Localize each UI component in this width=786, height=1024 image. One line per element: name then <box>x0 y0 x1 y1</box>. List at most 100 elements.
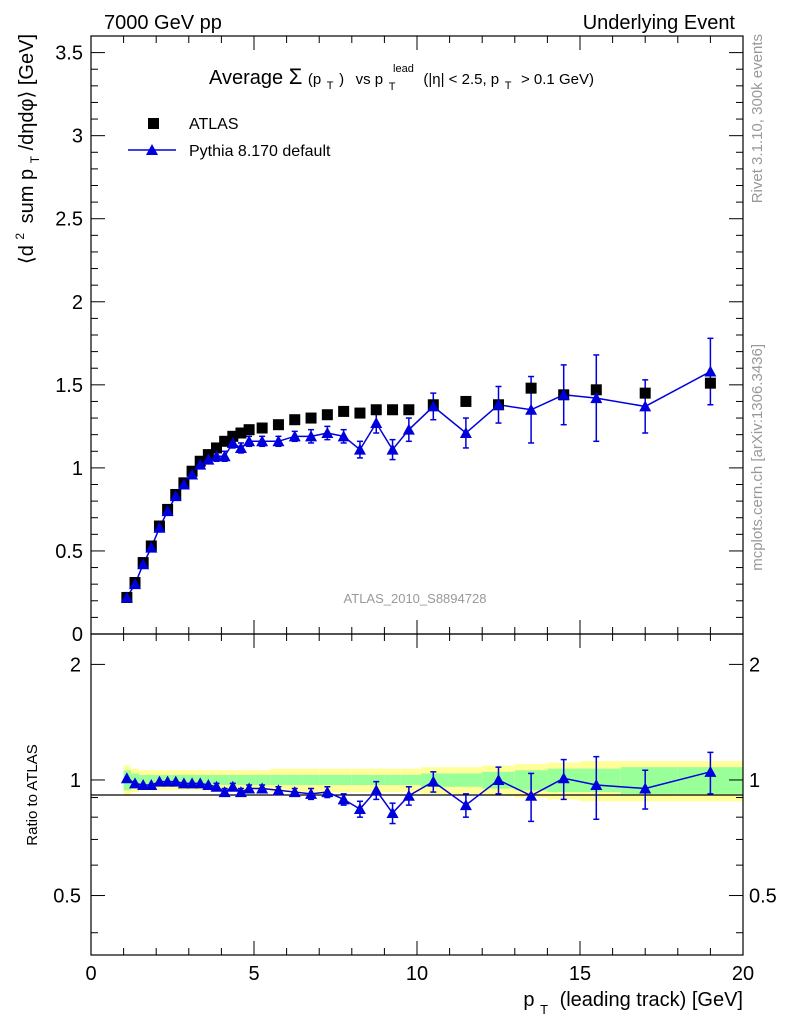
ratio-point <box>305 787 318 799</box>
y-tick-label: 0.5 <box>55 541 83 563</box>
ratio-point <box>321 786 334 798</box>
ratio-point <box>161 775 174 787</box>
ratio-point <box>218 786 231 798</box>
legend-atlas-marker <box>148 118 159 129</box>
plot-title-vs-sup: lead <box>393 63 414 75</box>
header-left: 7000 GeV pp <box>104 12 222 34</box>
atlas-point <box>354 407 366 419</box>
ratio-point <box>145 779 158 791</box>
x-axis-label: p T (leading track) [GeV] <box>523 989 743 1019</box>
ratio-point <box>402 789 415 801</box>
side-text-top: Rivet 3.1.10, 300k events <box>749 34 766 203</box>
ratio-point <box>169 775 182 787</box>
ratio-band-inner <box>228 775 237 786</box>
pythia-point <box>177 478 190 490</box>
y-axis-label: ⟨d 2 sum p T /dηdφ⟩ [GeV] <box>7 34 44 264</box>
x-tick-label: 5 <box>248 963 259 985</box>
pythia-point <box>704 365 717 377</box>
ratio-line <box>126 771 711 815</box>
ratio-band-inner <box>449 773 483 787</box>
x-axis-label-sub: T <box>540 1002 548 1017</box>
pythia-point <box>161 505 174 517</box>
atlas-point <box>289 414 301 426</box>
atlas-point <box>227 430 239 442</box>
ratio-point <box>186 777 199 789</box>
ratio-point <box>234 786 247 798</box>
x-tick-label: 0 <box>85 963 96 985</box>
atlas-point <box>338 405 350 417</box>
y-tick-label: 2 <box>72 292 83 314</box>
pythia-point <box>590 392 603 404</box>
ratio-band-inner <box>212 775 221 786</box>
ratio-band-inner <box>335 775 352 786</box>
pythia-line <box>126 370 711 598</box>
ratio-y-tick-label-right: 0.5 <box>749 886 777 908</box>
x-tick-label: 10 <box>406 963 428 985</box>
pythia-point <box>234 441 247 453</box>
pythia-point <box>145 541 158 553</box>
ratio-data <box>120 751 717 825</box>
pythia-point <box>218 450 231 462</box>
ratio-point <box>557 772 570 784</box>
ratio-band-inner <box>255 775 271 786</box>
ratio-y-tick-label-right: 2 <box>749 654 760 676</box>
ratio-panel: 0 5 10 15 20 0.5 1 2 0.5 1 2 <box>53 633 777 985</box>
plot-title-sigma-open: (p <box>308 71 321 88</box>
ratio-band-inner <box>620 767 678 794</box>
pythia-point <box>272 435 285 447</box>
ratio-point <box>459 799 472 811</box>
atlas-point <box>525 382 537 394</box>
pythia-point <box>525 403 538 415</box>
side-text-bottom: mcplots.cern.ch [arXiv:1306.3436] <box>749 344 766 571</box>
atlas-point <box>256 422 268 434</box>
pythia-point <box>243 435 256 447</box>
ratio-band-inner <box>384 775 401 786</box>
pythia-point <box>186 468 199 480</box>
ratio-band-inner <box>351 775 369 786</box>
header-right: Underlying Event <box>583 12 736 34</box>
y-axis-label-sub: T <box>28 155 42 163</box>
pythia-point <box>226 436 239 448</box>
ratio-point <box>370 784 383 796</box>
x-tick-label: 15 <box>569 963 591 985</box>
pythia-point <box>129 578 142 590</box>
ratio-band-inner <box>220 775 229 786</box>
ratio-point <box>272 784 285 796</box>
atlas-point <box>387 404 399 416</box>
y-axis-label-sup: 2 <box>13 233 27 240</box>
pythia-point <box>459 427 472 439</box>
pythia-point <box>137 558 150 570</box>
plot-title-sigma-close: ) <box>339 71 344 88</box>
atlas-point <box>272 419 284 431</box>
ratio-point <box>386 807 399 819</box>
legend: ATLAS Pythia 8.170 default <box>128 116 331 160</box>
x-axis-label-p: p <box>523 989 534 1011</box>
ratio-band-inner <box>302 775 320 786</box>
pythia-point <box>194 458 207 470</box>
y-axis-label-mid: sum p <box>16 169 38 223</box>
x-axis-label-rest: (leading track) [GeV] <box>560 989 743 1011</box>
ratio-band-inner <box>236 775 246 786</box>
atlas-point <box>305 412 317 424</box>
atlas-point <box>590 384 602 396</box>
pythia-point <box>386 443 399 455</box>
ratio-point <box>120 772 133 784</box>
plot-title: Average Σ (p T ) vs p T lead (|η| < 2.5,… <box>209 55 594 95</box>
ratio-point <box>427 775 440 787</box>
ratio-band-inner <box>400 775 422 786</box>
pythia-point <box>337 430 350 442</box>
ratio-point <box>194 777 207 789</box>
ratio-point <box>243 782 256 794</box>
atlas-point <box>639 387 651 399</box>
pythia-point <box>169 490 182 502</box>
atlas-point <box>460 395 472 407</box>
ratio-point <box>256 782 269 794</box>
ratio-point <box>202 779 215 791</box>
legend-pythia-marker <box>146 144 158 155</box>
ratio-point <box>639 782 652 794</box>
ratio-point <box>337 793 350 805</box>
atlas-point <box>211 442 223 454</box>
atlas-point <box>235 427 247 439</box>
atlas-point <box>704 377 716 389</box>
